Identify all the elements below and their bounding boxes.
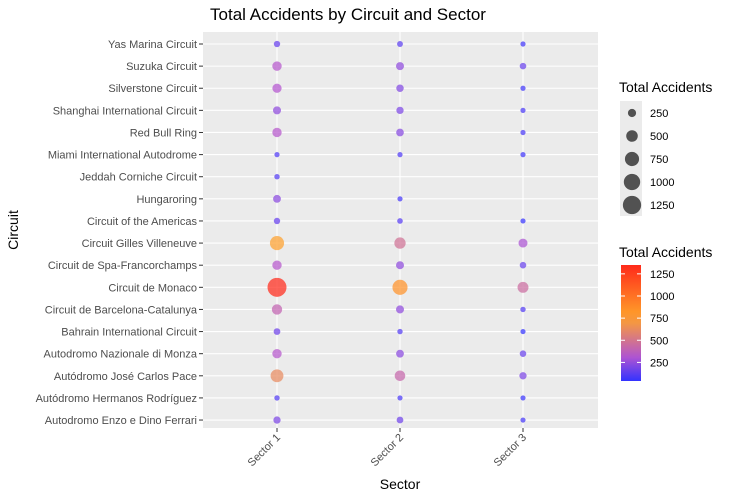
size-legend-key — [627, 108, 637, 118]
data-point — [520, 129, 526, 136]
data-point — [274, 395, 280, 401]
data-point — [267, 277, 287, 297]
data-point — [273, 328, 281, 335]
data-point — [520, 306, 526, 313]
data-point — [394, 237, 406, 249]
data-point — [273, 194, 281, 203]
data-point — [397, 328, 403, 335]
y-tick-label: Circuit de Spa-Francorchamps — [48, 260, 198, 272]
y-tick-label: Silverstone Circuit — [108, 83, 197, 95]
size-legend-key — [624, 151, 640, 167]
data-point — [520, 218, 526, 224]
y-tick-label: Miami International Autodrome — [48, 150, 197, 162]
data-point — [520, 417, 526, 423]
data-point — [269, 236, 285, 251]
data-point — [520, 395, 526, 401]
data-point — [273, 416, 281, 424]
data-point — [518, 238, 528, 248]
data-point — [519, 261, 527, 269]
y-tick-label: Yas Marina Circuit — [108, 39, 197, 51]
data-point — [395, 62, 405, 71]
x-axis-title: Sector — [380, 476, 421, 492]
color-legend-label: 250 — [650, 357, 668, 369]
x-tick-label: Sector 1 — [246, 432, 283, 469]
data-point — [272, 348, 282, 359]
y-tick-label: Circuit of the Americas — [87, 216, 198, 228]
size-legend-label: 750 — [650, 154, 668, 166]
size-legend-label: 500 — [650, 131, 668, 143]
data-point — [519, 350, 527, 357]
data-point — [392, 279, 408, 295]
data-point — [517, 281, 529, 293]
data-point — [397, 218, 403, 224]
data-point — [272, 127, 282, 138]
data-point — [272, 61, 282, 71]
color-legend: Total Accidents 250 500 750 1000 1250 — [619, 244, 712, 381]
color-legend-bar — [621, 265, 641, 381]
y-tick-label: Circuit Gilles Villeneuve — [82, 238, 197, 250]
data-point — [520, 107, 526, 113]
data-point — [396, 349, 404, 358]
data-point — [273, 217, 281, 225]
y-tick-label: Shanghai International Circuit — [53, 105, 197, 117]
data-point — [273, 40, 281, 48]
y-tick-label: Autódromo José Carlos Pace — [54, 371, 197, 383]
y-tick-label: Autodromo Nazionale di Monza — [44, 349, 198, 361]
size-legend-key — [623, 173, 641, 191]
data-point — [271, 304, 283, 315]
data-point — [394, 370, 406, 382]
y-tick-label: Autódromo Hermanos Rodríguez — [36, 393, 197, 405]
color-legend-label: 500 — [650, 335, 668, 347]
data-point — [396, 106, 404, 115]
data-point — [396, 84, 404, 92]
data-point — [395, 261, 405, 270]
color-legend-label: 750 — [650, 313, 668, 325]
data-point — [520, 41, 526, 47]
size-legend-key — [626, 130, 638, 142]
data-points — [267, 40, 529, 424]
color-legend-label: 1000 — [650, 291, 674, 303]
x-tick-label: Sector 3 — [492, 432, 529, 469]
data-point — [396, 128, 404, 137]
color-legend-title: Total Accidents — [619, 244, 712, 260]
y-tick-labels: Autodromo Enzo e Dino Ferrari Autódromo H… — [36, 39, 203, 427]
data-point — [519, 62, 527, 70]
data-point — [397, 41, 403, 47]
data-point — [274, 174, 280, 180]
y-tick-label: Hungaroring — [136, 194, 197, 206]
size-legend: Total Accidents 250 500 750 1000 1250 — [619, 79, 712, 216]
y-axis-title: Circuit — [5, 210, 21, 250]
size-legend-label: 1250 — [650, 200, 674, 212]
data-point — [520, 328, 526, 335]
x-tick-label: Sector 2 — [369, 432, 406, 469]
size-legend-label: 1000 — [650, 177, 674, 189]
data-point — [520, 152, 526, 158]
data-point — [397, 152, 403, 158]
data-point — [272, 260, 282, 270]
y-tick-label: Bahrain International Circuit — [61, 327, 197, 339]
data-point — [274, 152, 280, 158]
data-point — [519, 372, 527, 380]
chart-title: Total Accidents by Circuit and Sector — [210, 5, 486, 24]
data-point — [397, 395, 403, 401]
data-point — [272, 106, 282, 115]
y-tick-label: Jeddah Corniche Circuit — [80, 172, 197, 184]
data-point — [396, 416, 404, 424]
y-tick-label: Circuit de Monaco — [108, 282, 197, 294]
color-legend-label: 1250 — [650, 269, 674, 281]
y-tick-label: Autodromo Enzo e Dino Ferrari — [45, 415, 197, 427]
size-legend-key — [622, 195, 642, 215]
y-tick-label: Red Bull Ring — [130, 127, 197, 139]
data-point — [395, 305, 405, 314]
size-legend-title: Total Accidents — [619, 79, 712, 95]
y-tick-label: Circuit de Barcelona-Catalunya — [45, 304, 198, 316]
y-tick-label: Suzuka Circuit — [126, 61, 197, 73]
x-tick-labels: Sector 1 Sector 2 Sector 3 — [246, 428, 529, 469]
data-point — [272, 83, 282, 93]
data-point — [270, 369, 284, 383]
data-point — [397, 196, 403, 202]
size-legend-label: 250 — [650, 108, 668, 120]
data-point — [520, 85, 526, 91]
